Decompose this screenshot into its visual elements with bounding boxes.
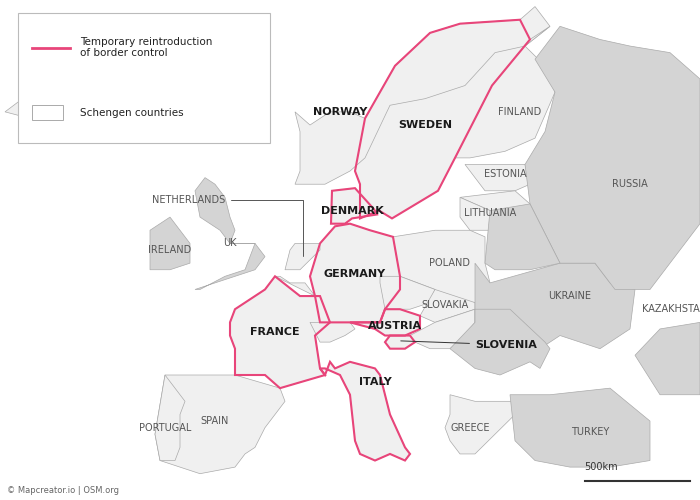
Polygon shape [450, 309, 550, 375]
Text: PORTUGAL: PORTUGAL [139, 422, 191, 432]
Text: 500km: 500km [584, 462, 618, 472]
Polygon shape [331, 188, 377, 224]
Polygon shape [285, 244, 320, 270]
Polygon shape [275, 276, 315, 296]
Text: FINLAND: FINLAND [498, 107, 542, 117]
Polygon shape [310, 322, 355, 342]
Polygon shape [393, 230, 490, 302]
Text: SWEDEN: SWEDEN [398, 120, 452, 130]
Text: POLAND: POLAND [430, 258, 470, 268]
Polygon shape [635, 322, 700, 394]
Polygon shape [380, 276, 435, 309]
Polygon shape [150, 217, 190, 270]
Polygon shape [355, 20, 530, 218]
Text: LITHUANIA: LITHUANIA [464, 208, 516, 218]
Polygon shape [195, 178, 265, 290]
Text: SLOVENIA: SLOVENIA [401, 340, 537, 349]
Text: NORWAY: NORWAY [313, 107, 368, 117]
Text: IRELAND: IRELAND [148, 245, 192, 255]
Polygon shape [420, 290, 475, 322]
Text: © Mapcreator.io | OSM.org: © Mapcreator.io | OSM.org [7, 486, 119, 495]
Text: UKRAINE: UKRAINE [549, 291, 592, 301]
Polygon shape [460, 191, 530, 217]
Text: Schengen countries: Schengen countries [80, 108, 184, 118]
Text: ESTONIA: ESTONIA [484, 168, 526, 178]
Text: TURKEY: TURKEY [571, 426, 609, 436]
Polygon shape [155, 375, 285, 474]
Text: GREECE: GREECE [450, 422, 490, 432]
Polygon shape [310, 224, 400, 322]
Polygon shape [230, 276, 330, 388]
Polygon shape [350, 309, 420, 336]
Text: UK: UK [223, 238, 237, 248]
Text: ITALY: ITALY [358, 376, 391, 386]
Text: ICELAND: ICELAND [38, 87, 82, 97]
Text: KAZAKHSTAN: KAZAKHSTAN [643, 304, 700, 314]
Text: SPAIN: SPAIN [201, 416, 229, 426]
Text: SLOVAKIA: SLOVAKIA [421, 300, 468, 310]
Polygon shape [510, 388, 650, 467]
Text: DENMARK: DENMARK [321, 206, 384, 216]
Polygon shape [5, 72, 115, 118]
Polygon shape [295, 6, 550, 184]
Polygon shape [385, 336, 415, 348]
Polygon shape [485, 204, 560, 270]
Polygon shape [460, 198, 510, 230]
Text: AUSTRIA: AUSTRIA [368, 322, 422, 332]
Polygon shape [445, 394, 515, 454]
Text: FRANCE: FRANCE [250, 326, 300, 336]
Text: GERMANY: GERMANY [324, 268, 386, 278]
Polygon shape [455, 26, 555, 158]
Polygon shape [410, 309, 475, 348]
Text: RUSSIA: RUSSIA [612, 179, 648, 189]
Polygon shape [525, 26, 700, 289]
Text: Temporary reintroduction
of border control: Temporary reintroduction of border contr… [80, 36, 213, 59]
Text: NETHERLANDS: NETHERLANDS [152, 195, 303, 256]
Polygon shape [155, 375, 185, 460]
Polygon shape [320, 362, 410, 460]
Polygon shape [475, 263, 635, 348]
Polygon shape [465, 164, 530, 191]
